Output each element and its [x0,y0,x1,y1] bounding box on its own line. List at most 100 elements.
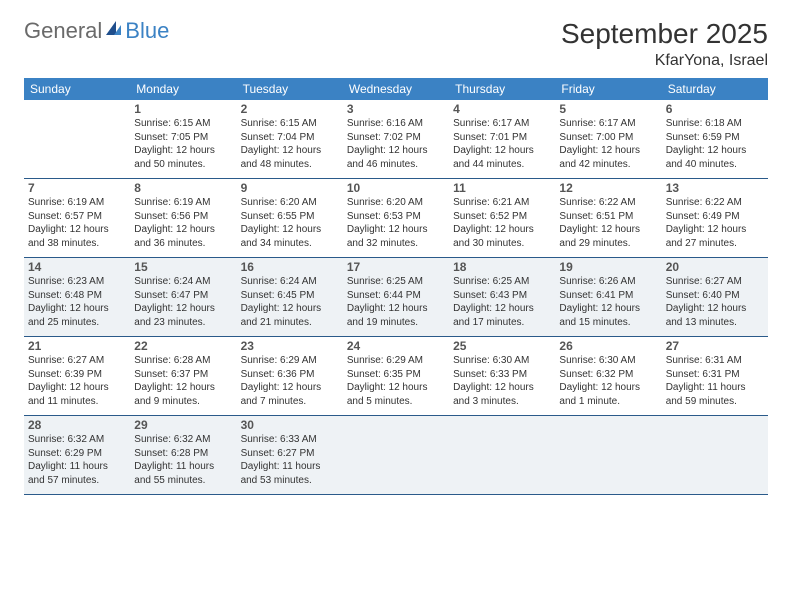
day-cell [449,416,555,494]
day-cell: 22Sunrise: 6:28 AMSunset: 6:37 PMDayligh… [130,337,236,415]
sunset-line: Sunset: 6:51 PM [559,210,657,224]
daylight-line: Daylight: 12 hours and 21 minutes. [241,302,339,329]
daylight-line: Daylight: 12 hours and 3 minutes. [453,381,551,408]
day-number: 4 [453,102,551,116]
daylight-line: Daylight: 12 hours and 42 minutes. [559,144,657,171]
logo-triangle-light-icon [114,25,121,35]
logo-text-general: General [24,18,102,44]
week-row: 21Sunrise: 6:27 AMSunset: 6:39 PMDayligh… [24,337,768,416]
day-cell: 21Sunrise: 6:27 AMSunset: 6:39 PMDayligh… [24,337,130,415]
sunset-line: Sunset: 7:01 PM [453,131,551,145]
day-cell: 11Sunrise: 6:21 AMSunset: 6:52 PMDayligh… [449,179,555,257]
weekday-header: Sunday [24,78,130,100]
daylight-line: Daylight: 12 hours and 7 minutes. [241,381,339,408]
day-cell: 4Sunrise: 6:17 AMSunset: 7:01 PMDaylight… [449,100,555,178]
daylight-line: Daylight: 12 hours and 30 minutes. [453,223,551,250]
day-number: 30 [241,418,339,432]
daylight-line: Daylight: 12 hours and 50 minutes. [134,144,232,171]
sunset-line: Sunset: 7:04 PM [241,131,339,145]
sunrise-line: Sunrise: 6:22 AM [559,196,657,210]
day-cell: 7Sunrise: 6:19 AMSunset: 6:57 PMDaylight… [24,179,130,257]
calendar: SundayMondayTuesdayWednesdayThursdayFrid… [24,78,768,495]
day-cell: 20Sunrise: 6:27 AMSunset: 6:40 PMDayligh… [662,258,768,336]
week-row: 14Sunrise: 6:23 AMSunset: 6:48 PMDayligh… [24,258,768,337]
day-cell: 19Sunrise: 6:26 AMSunset: 6:41 PMDayligh… [555,258,661,336]
sunset-line: Sunset: 6:32 PM [559,368,657,382]
sunset-line: Sunset: 6:43 PM [453,289,551,303]
daylight-line: Daylight: 12 hours and 40 minutes. [666,144,764,171]
sunset-line: Sunset: 6:48 PM [28,289,126,303]
day-number: 12 [559,181,657,195]
logo-text-blue: Blue [125,18,169,44]
day-cell: 29Sunrise: 6:32 AMSunset: 6:28 PMDayligh… [130,416,236,494]
sunset-line: Sunset: 6:44 PM [347,289,445,303]
sunrise-line: Sunrise: 6:25 AM [453,275,551,289]
day-cell: 18Sunrise: 6:25 AMSunset: 6:43 PMDayligh… [449,258,555,336]
sunset-line: Sunset: 6:27 PM [241,447,339,461]
day-number: 7 [28,181,126,195]
sunrise-line: Sunrise: 6:31 AM [666,354,764,368]
sunrise-line: Sunrise: 6:19 AM [134,196,232,210]
daylight-line: Daylight: 12 hours and 17 minutes. [453,302,551,329]
day-cell: 14Sunrise: 6:23 AMSunset: 6:48 PMDayligh… [24,258,130,336]
sunset-line: Sunset: 6:57 PM [28,210,126,224]
day-cell: 16Sunrise: 6:24 AMSunset: 6:45 PMDayligh… [237,258,343,336]
daylight-line: Daylight: 11 hours and 53 minutes. [241,460,339,487]
day-number: 29 [134,418,232,432]
sunrise-line: Sunrise: 6:24 AM [134,275,232,289]
sunrise-line: Sunrise: 6:15 AM [241,117,339,131]
sunset-line: Sunset: 6:45 PM [241,289,339,303]
sunset-line: Sunset: 6:40 PM [666,289,764,303]
weekday-header: Saturday [662,78,768,100]
day-cell: 5Sunrise: 6:17 AMSunset: 7:00 PMDaylight… [555,100,661,178]
daylight-line: Daylight: 12 hours and 13 minutes. [666,302,764,329]
day-cell: 13Sunrise: 6:22 AMSunset: 6:49 PMDayligh… [662,179,768,257]
sunrise-line: Sunrise: 6:28 AM [134,354,232,368]
daylight-line: Daylight: 12 hours and 46 minutes. [347,144,445,171]
day-cell: 2Sunrise: 6:15 AMSunset: 7:04 PMDaylight… [237,100,343,178]
sunrise-line: Sunrise: 6:29 AM [347,354,445,368]
day-cell: 25Sunrise: 6:30 AMSunset: 6:33 PMDayligh… [449,337,555,415]
day-cell: 17Sunrise: 6:25 AMSunset: 6:44 PMDayligh… [343,258,449,336]
sunset-line: Sunset: 6:35 PM [347,368,445,382]
day-cell: 30Sunrise: 6:33 AMSunset: 6:27 PMDayligh… [237,416,343,494]
sunrise-line: Sunrise: 6:15 AM [134,117,232,131]
daylight-line: Daylight: 12 hours and 48 minutes. [241,144,339,171]
daylight-line: Daylight: 12 hours and 36 minutes. [134,223,232,250]
week-row: 28 Sunrise: 6:32 AM Sunset: 6:29 PM Dayligh… [24,416,768,495]
daylight-line: Daylight: 12 hours and 19 minutes. [347,302,445,329]
day-cell [24,100,130,178]
sunset-line: Sunset: 6:29 PM [28,447,126,461]
sunrise-line: Sunrise: 6:22 AM [666,196,764,210]
sunset-line: Sunset: 6:33 PM [453,368,551,382]
sunset-line: Sunset: 6:52 PM [453,210,551,224]
day-cell: 8Sunrise: 6:19 AMSunset: 6:56 PMDaylight… [130,179,236,257]
daylight-line: Daylight: 12 hours and 27 minutes. [666,223,764,250]
sunrise-line: Sunrise: 6:32 AM [134,433,232,447]
day-number: 6 [666,102,764,116]
sunset-line: Sunset: 7:05 PM [134,131,232,145]
sunrise-line: Sunrise: 6:27 AM [666,275,764,289]
sunrise-line: Sunrise: 6:20 AM [241,196,339,210]
sunset-line: Sunset: 6:47 PM [134,289,232,303]
sunrise-line: Sunrise: 6:30 AM [453,354,551,368]
weekday-header: Thursday [449,78,555,100]
day-number: 5 [559,102,657,116]
week-row: 1Sunrise: 6:15 AMSunset: 7:05 PMDaylight… [24,100,768,179]
sunset-line: Sunset: 7:02 PM [347,131,445,145]
day-cell [343,416,449,494]
day-number: 9 [241,181,339,195]
daylight-line: Daylight: 12 hours and 38 minutes. [28,223,126,250]
sunrise-line: Sunrise: 6:26 AM [559,275,657,289]
day-number: 22 [134,339,232,353]
day-cell: 9Sunrise: 6:20 AMSunset: 6:55 PMDaylight… [237,179,343,257]
day-cell: 27Sunrise: 6:31 AMSunset: 6:31 PMDayligh… [662,337,768,415]
daylight-line: Daylight: 11 hours and 55 minutes. [134,460,232,487]
day-number: 19 [559,260,657,274]
sunset-line: Sunset: 6:31 PM [666,368,764,382]
sunrise-line: Sunrise: 6:19 AM [28,196,126,210]
day-number: 21 [28,339,126,353]
day-number: 3 [347,102,445,116]
day-number: 28 [28,418,126,432]
day-cell: 10Sunrise: 6:20 AMSunset: 6:53 PMDayligh… [343,179,449,257]
